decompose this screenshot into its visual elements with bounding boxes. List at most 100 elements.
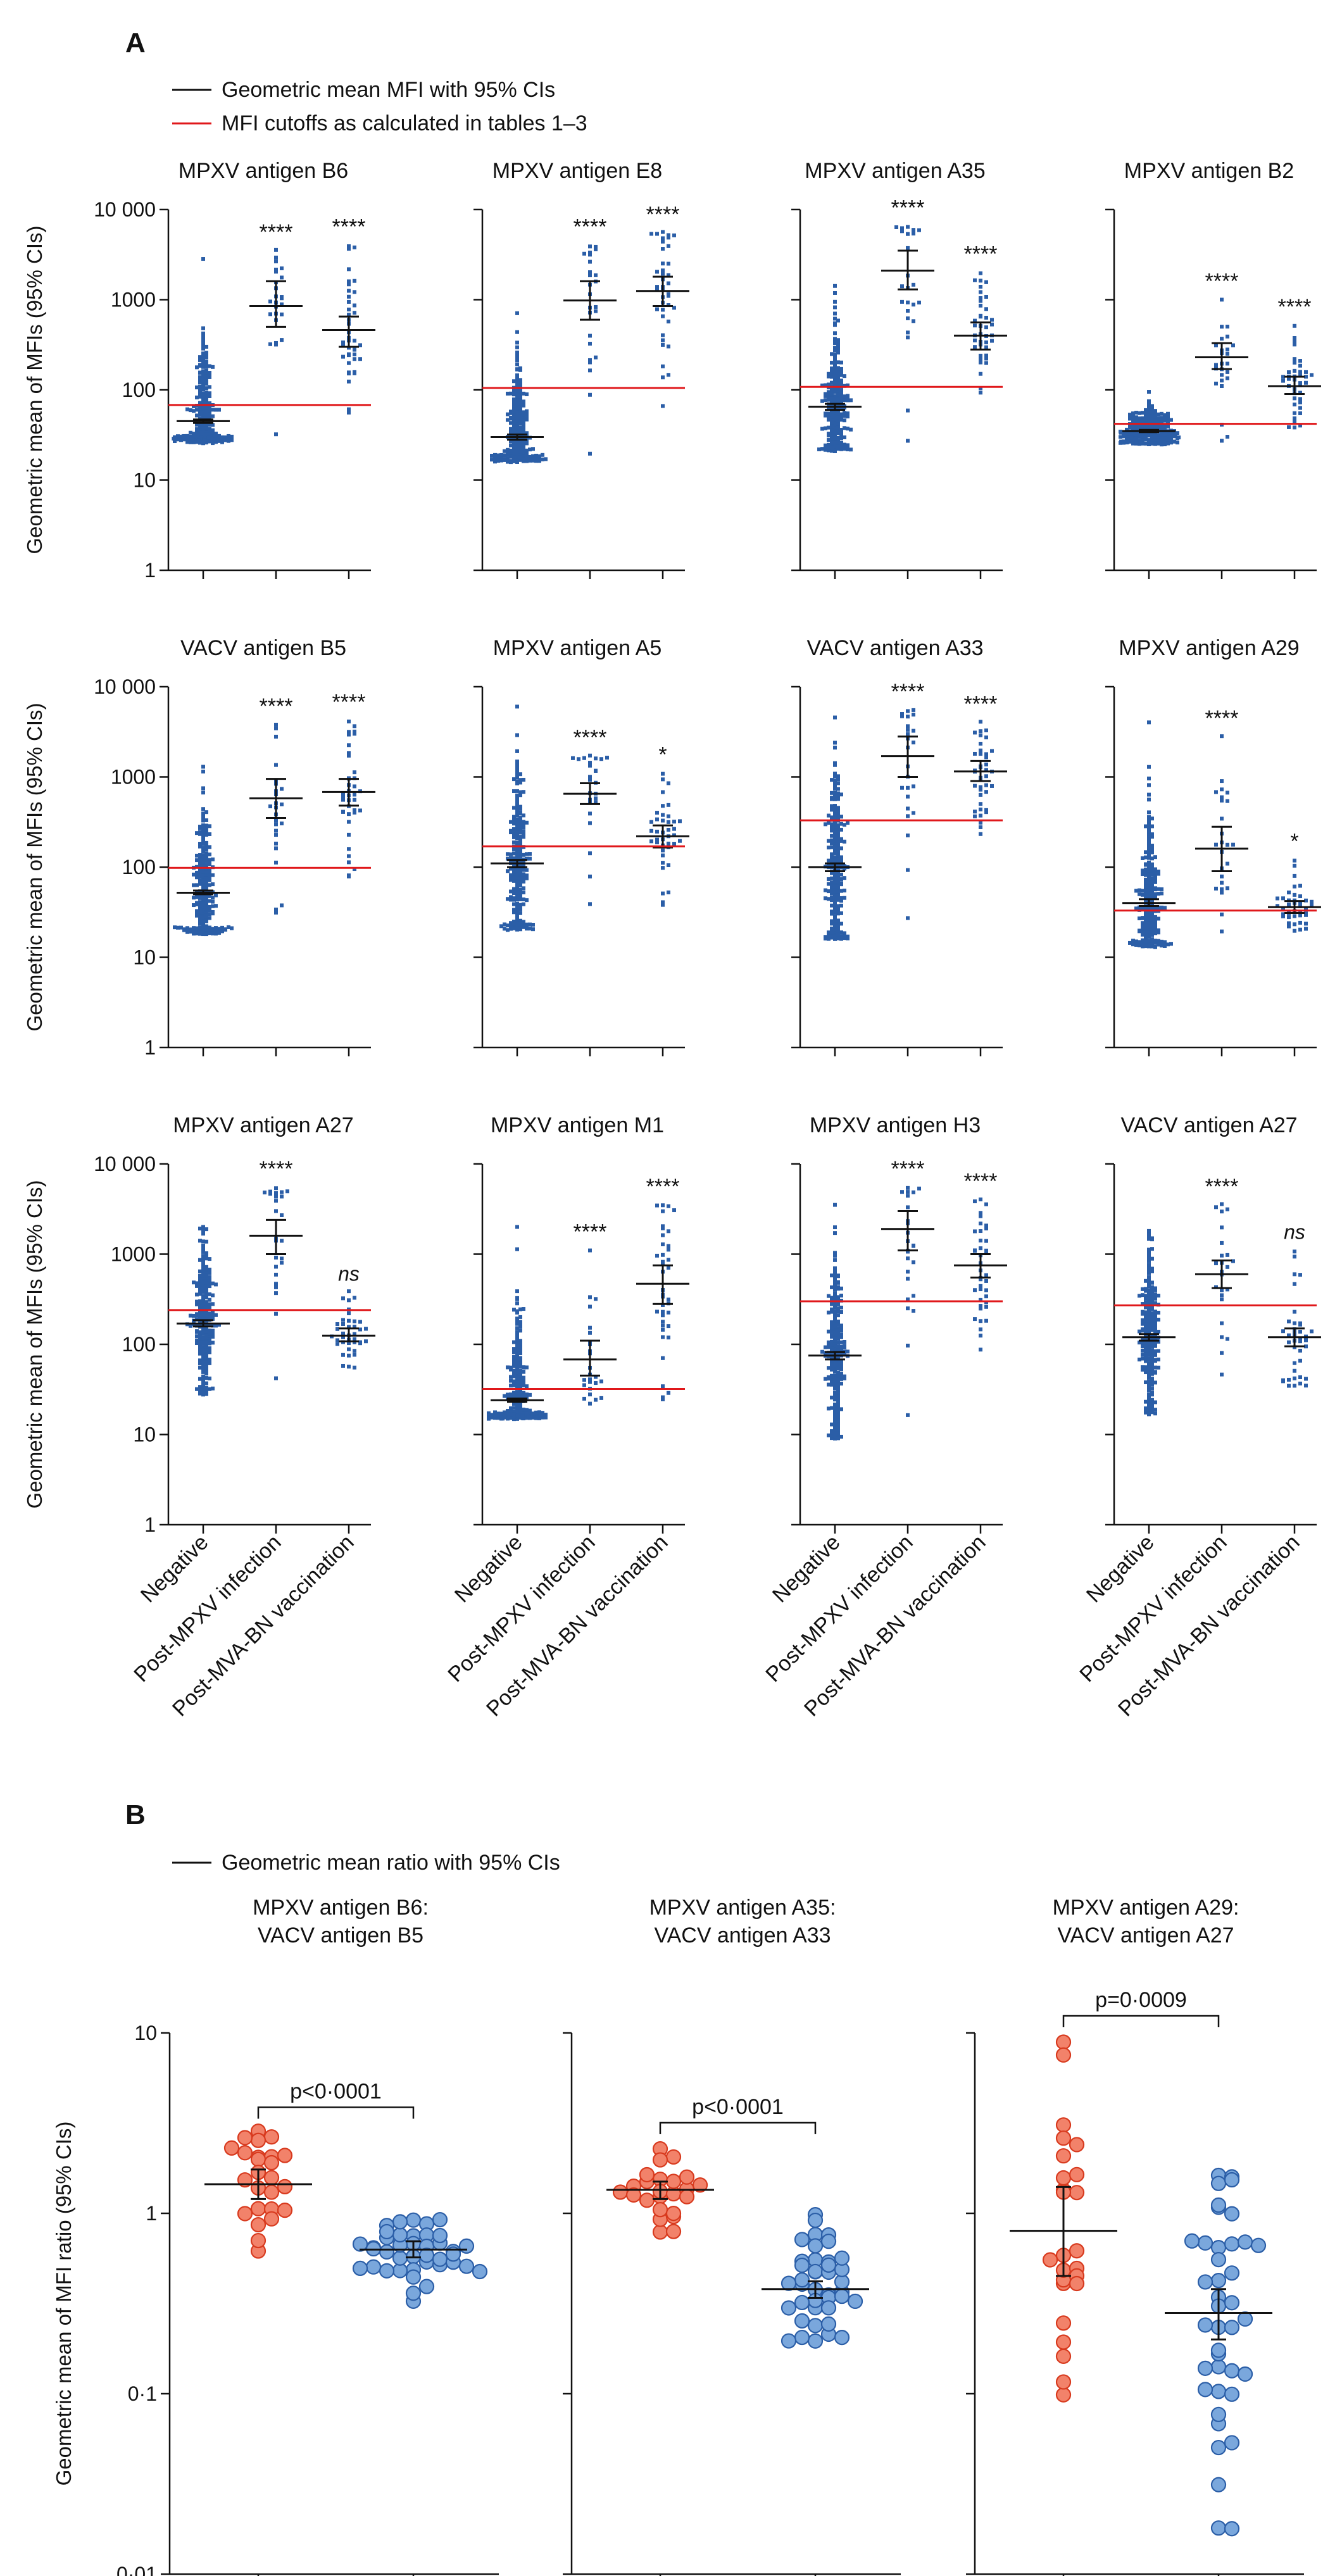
data-point [515,880,519,885]
data-point [979,278,982,283]
data-point [836,1287,840,1291]
data-point [1310,899,1314,904]
data-point [667,814,670,818]
data-point [1150,1382,1154,1387]
data-point [833,877,837,882]
data-point [204,1303,208,1308]
data-point [198,1299,202,1303]
data-point [208,907,211,911]
data-point [906,1343,910,1347]
data-point [667,1266,670,1270]
data-point [843,896,846,900]
data-point [833,305,837,309]
data-point [353,1337,356,1341]
data-point [655,270,659,274]
data-point [201,849,205,854]
data-point [1287,1319,1291,1323]
data-point [830,1436,834,1441]
data-point [843,839,846,844]
data-point [195,1312,199,1316]
data-point [1147,1371,1151,1375]
data-point [1153,1400,1157,1404]
data-point [830,1351,834,1356]
data-point [1147,1247,1151,1252]
data-point [195,853,199,858]
plot-title: MPXV antigen M1 [491,1113,664,1137]
data-point [594,769,598,773]
data-point [1169,435,1173,439]
y-tick-label: 1 [146,2202,157,2225]
data-point [820,2257,837,2273]
data-point [1150,1247,1154,1251]
data-point [843,1344,846,1348]
data-point [208,867,211,872]
data-point [836,839,840,843]
data-point [836,787,840,791]
data-point [204,1265,208,1269]
data-point [836,851,840,855]
data-point [661,236,665,241]
data-point [661,1203,665,1208]
data-point [984,728,988,733]
data-point [522,1375,525,1380]
data-point [195,911,199,916]
data-point [506,856,510,861]
data-point [201,929,205,934]
data-point [518,1401,522,1405]
data-point [582,1396,586,1401]
data-point [906,1270,910,1274]
data-point [827,1406,831,1411]
data-point [846,398,850,403]
data-point [667,1244,670,1248]
data-point [1144,934,1148,938]
data-point [843,445,846,449]
data-point [839,1327,843,1332]
data-point [347,294,351,299]
data-point [1147,438,1151,442]
data-point [833,844,837,849]
data-point [912,713,915,717]
data-point [827,372,831,376]
data-point [347,873,351,878]
data-point [833,1287,837,1292]
data-point [979,372,982,376]
data-point [661,268,665,273]
plot-b-1: MPXV antigen B6:VACV antigen B50·010·111… [52,1896,499,2576]
data-point [285,1189,289,1194]
data-point [839,1293,843,1297]
data-point [1150,937,1154,941]
data-point [846,411,850,416]
data-point [836,863,840,868]
data-point [204,924,208,928]
data-point [1304,922,1308,926]
data-point [667,803,670,807]
data-point [201,924,205,928]
data-point [201,1309,205,1313]
data-point [1226,791,1229,795]
data-point [353,1319,356,1323]
data-point [588,259,592,264]
data-point [794,2257,810,2273]
data-point [1166,942,1170,947]
data-point [667,1297,670,1302]
data-point [833,915,837,919]
data-point [1144,1345,1148,1349]
data-point [979,357,982,361]
data-point [1226,1265,1229,1269]
data-point [531,457,535,461]
data-point [661,261,665,266]
data-point [534,1415,539,1420]
data-point [198,1346,202,1350]
data-point [839,882,843,887]
data-point [649,839,653,844]
data-point [509,421,513,425]
data-point [1293,1282,1296,1286]
data-point [833,1291,837,1296]
data-point [1150,1348,1154,1353]
data-point [268,342,272,346]
data-point [1144,441,1148,446]
data-point [827,858,831,863]
data-point [588,368,592,373]
data-point [509,410,513,414]
data-point [836,422,840,426]
